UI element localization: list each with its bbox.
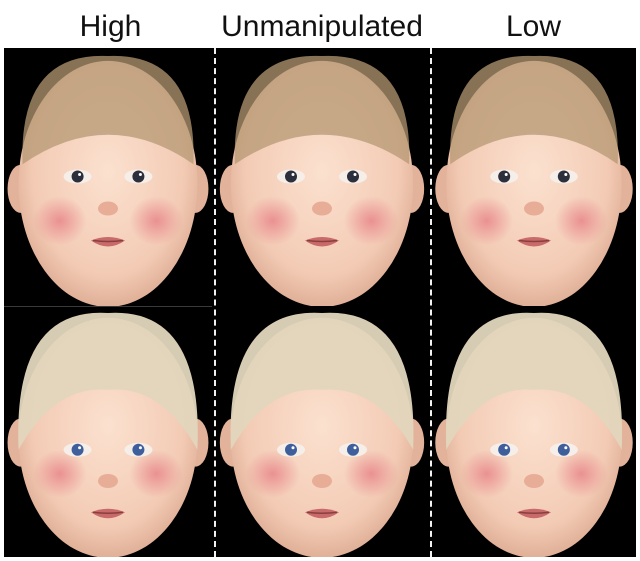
face-image-infant-2-unmanipulated [216, 307, 428, 557]
left-cheek [460, 196, 513, 246]
eye-highlight [291, 173, 295, 177]
nose [524, 474, 544, 488]
face-image-infant-2-high [4, 307, 212, 557]
nose [98, 474, 118, 488]
face-image-infant-2-low [432, 307, 636, 557]
face-image-infant-1-unmanipulated [216, 48, 428, 306]
infant-face [7, 55, 209, 306]
eye-highlight [138, 446, 142, 450]
right-eye [132, 170, 145, 183]
right-cheek [555, 449, 608, 498]
right-cheek [129, 196, 184, 246]
nose [312, 474, 332, 488]
dashed-divider [214, 48, 216, 557]
hair [230, 312, 414, 450]
left-cheek [32, 449, 87, 498]
right-eye [346, 170, 359, 183]
hair [445, 312, 623, 450]
right-cheek [343, 196, 399, 246]
column-label-low: Low [505, 10, 562, 43]
right-cheek [555, 196, 608, 246]
infant-face [219, 55, 425, 306]
face-image-infant-1-high [4, 48, 212, 306]
hair [18, 312, 198, 450]
left-cheek [245, 449, 301, 498]
infant-face [435, 312, 633, 557]
eye-highlight [504, 173, 508, 177]
infant-face [435, 55, 633, 306]
lip-line [306, 511, 338, 514]
lip-line [92, 239, 124, 243]
lip-line [306, 239, 338, 243]
eye-highlight [138, 173, 142, 177]
right-eye [557, 170, 570, 183]
infant-face [7, 312, 209, 557]
eye-highlight [78, 446, 82, 450]
left-cheek [32, 196, 87, 246]
left-eye [71, 443, 84, 456]
eye-highlight [353, 173, 357, 177]
left-cheek [460, 449, 513, 498]
column-label-unmanipulated: Unmanipulated [221, 10, 423, 43]
right-eye [346, 443, 359, 456]
left-eye [498, 443, 511, 456]
left-cheek [245, 196, 301, 246]
hair [22, 55, 194, 165]
right-eye [132, 443, 145, 456]
column-label-high: High [79, 10, 142, 43]
left-eye [285, 170, 298, 183]
dashed-divider [430, 48, 432, 557]
left-eye [285, 443, 298, 456]
row-separator [4, 306, 212, 307]
eye-highlight [78, 173, 82, 177]
face-image-infant-1-low [432, 48, 636, 306]
left-eye [71, 170, 84, 183]
lip-line [92, 511, 124, 514]
left-eye [498, 170, 511, 183]
eye-highlight [504, 446, 508, 450]
right-cheek [343, 449, 399, 498]
hair [234, 55, 410, 165]
nose [98, 201, 118, 216]
infant-face [219, 312, 425, 557]
eye-highlight [564, 446, 568, 450]
nose [312, 201, 332, 216]
eye-highlight [564, 173, 568, 177]
nose [524, 201, 544, 216]
eye-highlight [353, 446, 357, 450]
right-eye [557, 443, 570, 456]
hair [450, 55, 618, 165]
lip-line [518, 239, 550, 243]
column-header: High Unmanipulated Low [0, 0, 640, 48]
lip-line [518, 511, 550, 514]
right-cheek [129, 449, 184, 498]
eye-highlight [291, 446, 295, 450]
